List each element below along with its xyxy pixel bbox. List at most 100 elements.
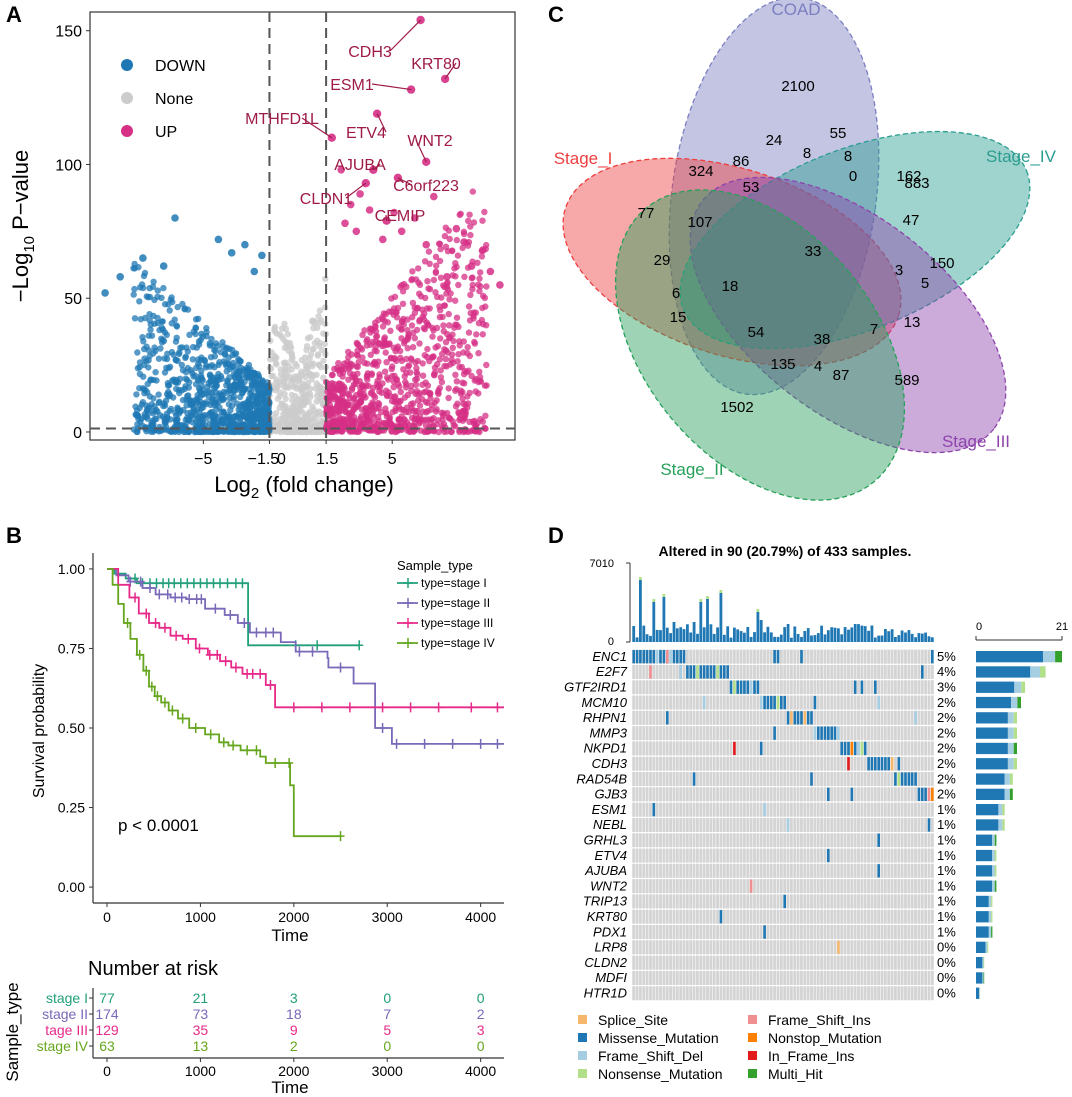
volcano-point xyxy=(161,301,169,308)
km-censor-mark xyxy=(155,589,164,600)
top-bar xyxy=(793,626,797,642)
top-bar xyxy=(696,633,699,642)
top-bar xyxy=(773,636,776,642)
top-bar xyxy=(860,625,864,642)
top-bar-cap xyxy=(639,577,642,580)
top-bar xyxy=(796,634,800,642)
volcano-point xyxy=(338,367,345,374)
volcano-point xyxy=(442,224,449,231)
volcano-point xyxy=(425,322,432,329)
side-bar xyxy=(976,941,986,953)
km-censor-mark xyxy=(135,649,144,660)
volcano-point xyxy=(448,351,456,358)
volcano-point xyxy=(432,253,440,260)
km-censor-mark xyxy=(151,618,160,628)
risk-row-label: stage IV xyxy=(37,1038,89,1054)
top-bar xyxy=(759,620,763,642)
volcano-point xyxy=(293,402,300,409)
volcano-point xyxy=(425,427,432,435)
gene-label: CDH3 xyxy=(348,44,392,61)
side-bar xyxy=(976,819,999,831)
volcano-point xyxy=(250,267,259,276)
volcano-point xyxy=(437,367,444,374)
risk-value: 2 xyxy=(477,1006,485,1022)
volcano-point xyxy=(438,294,445,301)
mutation-cell xyxy=(897,772,901,786)
volcano-point xyxy=(335,359,342,367)
volcano-point xyxy=(479,246,487,254)
mutation-cell xyxy=(874,757,877,771)
mutation-cell xyxy=(837,726,840,740)
mutation-cell xyxy=(655,650,659,664)
mutation-cell xyxy=(692,772,696,786)
venn-region-count: 24 xyxy=(766,132,783,149)
gene-percent: 2% xyxy=(937,771,956,786)
volcano-point xyxy=(441,362,448,370)
risk-value: 0 xyxy=(477,1038,485,1054)
volcano-point xyxy=(422,379,429,386)
side-bar-seg xyxy=(1004,773,1010,785)
km-censor-mark xyxy=(178,713,187,724)
oncoplot-legend-swatch xyxy=(748,1069,757,1078)
volcano-point xyxy=(241,386,248,394)
volcano-point xyxy=(452,321,459,328)
volcano-point xyxy=(460,371,468,378)
volcano-point xyxy=(390,384,397,391)
volcano-point xyxy=(395,416,403,423)
gene-name: GTF2IRD1 xyxy=(564,680,627,695)
gene-name: NKPD1 xyxy=(584,741,627,756)
top-bar xyxy=(877,635,881,642)
gene-label: AJUBA xyxy=(334,157,386,174)
venn-region-count: 7 xyxy=(870,321,878,338)
side-bar-seg xyxy=(988,911,992,923)
top-bar xyxy=(743,632,746,642)
volcano-point xyxy=(380,310,388,317)
km-censor-mark xyxy=(448,738,457,749)
volcano-point xyxy=(329,371,336,379)
mutation-cell xyxy=(689,665,692,679)
mutation-cell xyxy=(840,741,843,756)
volcano-point xyxy=(466,211,473,218)
volcano-legend: DOWN None UP xyxy=(121,58,206,141)
top-bar xyxy=(649,635,652,642)
volcano-point xyxy=(496,281,504,289)
risk-value: 174 xyxy=(95,1006,119,1022)
volcano-point xyxy=(294,396,301,403)
volcano-point xyxy=(479,217,486,224)
venn-region-count: 87 xyxy=(833,367,850,384)
volcano-point xyxy=(444,280,451,287)
gene-percent: 0% xyxy=(937,986,956,1001)
volcano-point xyxy=(357,399,364,406)
oncoplot-legend-label: Nonstop_Mutation xyxy=(768,1030,882,1046)
volcano-point xyxy=(336,380,343,388)
mutation-cell xyxy=(692,665,696,679)
km-censor-mark xyxy=(493,702,502,713)
label-leader-line xyxy=(371,83,412,91)
top-bar-cap xyxy=(706,596,709,599)
top-bar xyxy=(756,612,760,642)
venn-region-count: 3 xyxy=(895,262,903,279)
km-censor-mark xyxy=(243,745,252,756)
volcano-point xyxy=(346,200,355,209)
label-leader-line xyxy=(345,182,367,199)
mutation-cell xyxy=(770,695,773,710)
volcano-point xyxy=(433,421,440,428)
volcano-point xyxy=(145,332,152,339)
volcano-point xyxy=(155,391,162,398)
top-bar xyxy=(716,627,719,642)
mutation-cell xyxy=(773,726,776,740)
volcano-point xyxy=(429,354,436,361)
volcano-point xyxy=(306,355,313,362)
volcano-point xyxy=(465,329,473,336)
volcano-point xyxy=(408,414,416,422)
side-bar-seg xyxy=(988,926,992,938)
side-bar xyxy=(976,727,1008,739)
volcano-point xyxy=(218,408,225,416)
km-censor-mark xyxy=(252,745,261,756)
risk-x-tick-label: 3000 xyxy=(372,1063,403,1079)
risk-x-tick-label: 1000 xyxy=(185,1063,216,1079)
volcano-point xyxy=(179,344,186,351)
gene-name: CDH3 xyxy=(592,756,628,771)
volcano-point xyxy=(328,380,336,387)
